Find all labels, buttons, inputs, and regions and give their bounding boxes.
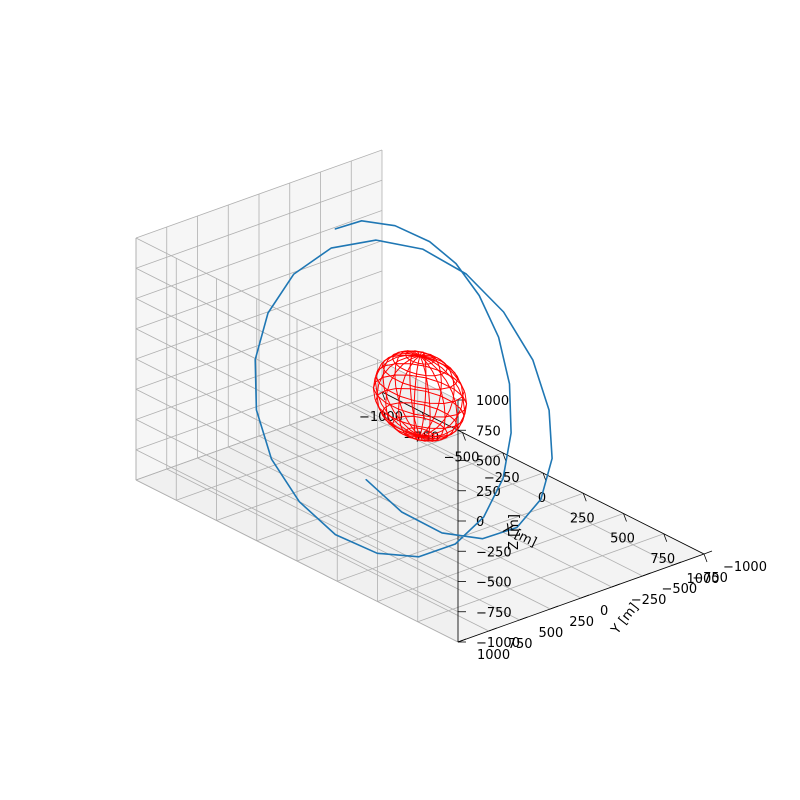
x-tick-label: −1000 (359, 410, 403, 425)
data-series (254, 220, 553, 558)
x-tick-label-mark (623, 513, 627, 522)
grid-line-y-floor (135, 479, 459, 643)
sphere-longitude (385, 355, 421, 438)
z-tick-label: 500 (476, 455, 501, 470)
grid-line-y-floor (166, 468, 489, 632)
z-tick-label: −1000 (476, 636, 520, 651)
z-tick-label: 0 (476, 515, 484, 530)
x-tick-label-mark (462, 432, 466, 441)
x-tick-label: 0 (538, 491, 546, 506)
sphere-longitude (419, 354, 455, 437)
x-tick-label: 250 (570, 511, 595, 526)
z-axis-label: Z [m] (507, 514, 522, 550)
sphere-longitude (398, 355, 421, 439)
grid-line-z-back (135, 328, 459, 492)
y-tick-label-mark (550, 605, 559, 610)
sphere-longitude (372, 354, 421, 437)
z-tick-label: −250 (476, 545, 512, 560)
x-tick-label-mark (663, 533, 668, 542)
sphere-longitude (419, 355, 446, 442)
y-tick-label: 750 (508, 637, 533, 652)
x-tick-label-mark (381, 391, 386, 401)
sphere-longitude (419, 355, 468, 438)
x-tick-label: −500 (444, 451, 480, 466)
z-tick-label: 250 (476, 485, 501, 500)
y-tick-label-mark (519, 616, 528, 621)
x-tick-label: −250 (484, 471, 520, 486)
y-axis-label: Y [m] (608, 600, 642, 638)
y-tick-label-mark (703, 550, 713, 555)
grid-line-x-floor (377, 513, 624, 602)
sphere-longitude (419, 351, 427, 437)
x-tick-label: 500 (610, 532, 635, 547)
grid-line-x-floor (337, 492, 584, 582)
x-tick-label-mark (502, 452, 507, 461)
x-tick-label-mark (703, 553, 708, 563)
y-tick-label-mark (673, 561, 682, 566)
grid-line-z-side (135, 149, 383, 239)
sphere-longitude (394, 350, 421, 437)
sphere-longitude (419, 353, 442, 437)
sphere-longitude (374, 352, 421, 437)
y-tick-label: −750 (692, 571, 728, 586)
y-tick-label: 250 (569, 615, 594, 630)
z-tick-label: 750 (476, 424, 501, 439)
y-tick-label: 0 (600, 604, 608, 619)
sphere-longitude (419, 355, 466, 440)
axis-lines (381, 391, 713, 643)
y-tick-label-mark (642, 572, 651, 577)
sphere-longitude (419, 355, 431, 442)
y-tick-label-mark (580, 594, 590, 599)
sphere-wireframe (372, 350, 468, 442)
grid-line-z-back (135, 358, 459, 522)
z-tick-label: 1000 (476, 394, 509, 409)
sphere-longitude (382, 351, 421, 437)
x-tick-label: 1000 (686, 572, 719, 587)
grid-line-z-side (135, 270, 383, 360)
z-tick-label: −750 (476, 606, 512, 621)
y-tick-label-mark (457, 638, 467, 643)
x-tick-label-mark (582, 493, 587, 502)
y-tick-label-mark (611, 583, 620, 588)
z-tick-label: −500 (476, 576, 512, 591)
y-tick-label: 500 (539, 626, 564, 641)
sphere-longitude (409, 350, 421, 437)
trajectory-line (254, 220, 553, 558)
grid-line-y-floor (197, 457, 520, 621)
sphere-longitude (419, 355, 464, 437)
tick-labels: −1000−1000−1000−750−750−750−500−500−500−… (359, 394, 767, 663)
grid-line-z-side (135, 210, 383, 299)
y-tick-label: −500 (662, 582, 698, 597)
grid-line-z-side (135, 240, 383, 330)
x-tick-label: 750 (650, 552, 675, 567)
sphere-longitude (419, 355, 458, 441)
sphere-longitude (376, 355, 421, 437)
y-tick-label: 1000 (477, 648, 510, 663)
y-tick-label-mark (488, 627, 497, 632)
grid-line-z-back (135, 237, 459, 401)
grid-line-x-floor (417, 533, 664, 623)
y-tick-label: −1000 (723, 560, 767, 575)
y-tick-label: −250 (631, 593, 667, 608)
grid-line-z-side (135, 179, 383, 269)
axes-panes (136, 150, 704, 642)
grid-line-y-floor (258, 435, 582, 599)
